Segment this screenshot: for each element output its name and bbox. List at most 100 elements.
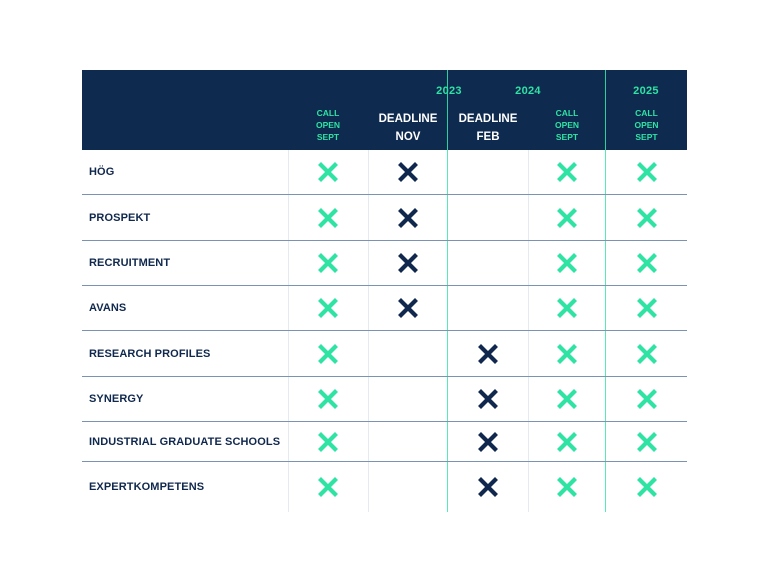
- column-divider: [447, 150, 448, 194]
- column-divider: [447, 241, 448, 285]
- row-label: INDUSTRIAL GRADUATE SCHOOLS: [89, 435, 281, 448]
- x-mark-green-icon: [636, 162, 657, 182]
- row-label: EXPERTKOMPETENS: [89, 481, 205, 493]
- column-divider: [368, 150, 369, 194]
- table-cell: [288, 422, 368, 461]
- column-divider: [447, 286, 448, 330]
- table-cell: [448, 241, 528, 285]
- column-header-line: CALL: [316, 108, 340, 118]
- x-mark-green-icon: [557, 343, 577, 364]
- table-cell: [606, 286, 687, 330]
- table-cell: [368, 422, 448, 461]
- column-divider: [447, 195, 448, 240]
- x-mark-navy-icon: [478, 343, 498, 364]
- x-mark-green-icon: [636, 207, 657, 228]
- column-divider: [605, 286, 606, 330]
- x-mark-green-icon: [557, 253, 577, 273]
- x-mark-navy-icon: [398, 162, 418, 182]
- column-header-line: DEADLINE: [458, 113, 518, 125]
- x-mark-green-icon: [557, 162, 577, 182]
- table-cell: [528, 241, 606, 285]
- column-divider: [368, 195, 369, 240]
- column-header-line: SEPT: [635, 132, 658, 142]
- row-label: RECRUITMENT: [89, 257, 171, 269]
- table-cell: [288, 331, 368, 376]
- x-mark-green-icon: [636, 431, 657, 452]
- column-divider: [288, 377, 289, 421]
- table-cell: [368, 241, 448, 285]
- column-divider: [528, 286, 529, 330]
- table-cell: [368, 462, 448, 512]
- row-label: RESEARCH PROFILES: [89, 347, 211, 360]
- column-divider: [288, 422, 289, 461]
- x-mark-green-icon: [636, 389, 657, 409]
- x-mark-green-icon: [318, 253, 338, 273]
- table-cell: [606, 241, 687, 285]
- x-mark-navy-icon: [478, 431, 498, 452]
- column-divider: [288, 462, 289, 512]
- table-row: HÖG: [82, 150, 687, 195]
- table-cell: [448, 331, 528, 376]
- x-mark-green-icon: [557, 298, 577, 318]
- table-cell: [288, 462, 368, 512]
- table-cell: [528, 377, 606, 421]
- column-divider: [368, 462, 369, 512]
- table-cell: [528, 462, 606, 512]
- x-mark-navy-icon: [398, 207, 418, 228]
- column-divider: [288, 195, 289, 240]
- x-mark-green-icon: [318, 477, 338, 497]
- table-row: RECRUITMENT: [82, 241, 687, 286]
- x-mark-navy-icon: [478, 477, 498, 497]
- column-header-line: CALL: [555, 108, 579, 118]
- table-row: PROSPEKT: [82, 195, 687, 241]
- table-row: SYNERGY: [82, 377, 687, 422]
- table-cell: [606, 150, 687, 194]
- table-header: 2023 2024 2025 CALL OPEN SEPT DEADLINE NOV DE…: [82, 70, 687, 150]
- table-cell: [606, 462, 687, 512]
- x-mark-green-icon: [636, 477, 657, 497]
- table-cell: [288, 241, 368, 285]
- header-divider-2024: [447, 70, 448, 150]
- table-row: EXPERTKOMPETENS: [82, 462, 687, 512]
- column-header-line: FEB: [476, 131, 500, 143]
- table-cell: [368, 150, 448, 194]
- column-header-line: DEADLINE: [378, 113, 438, 125]
- table-cell: [368, 331, 448, 376]
- table-cell: [528, 422, 606, 461]
- table-cell: [448, 422, 528, 461]
- table-cell: [606, 195, 687, 240]
- column-divider: [447, 422, 448, 461]
- column-divider: [605, 241, 606, 285]
- column-divider: [288, 241, 289, 285]
- column-divider: [447, 462, 448, 512]
- column-divider: [528, 331, 529, 376]
- row-label: SYNERGY: [89, 393, 144, 405]
- row-label: AVANS: [89, 302, 127, 314]
- column-divider: [447, 331, 448, 376]
- column-divider: [605, 422, 606, 461]
- column-header-line: SEPT: [316, 132, 340, 142]
- column-divider: [368, 377, 369, 421]
- row-label: HÖG: [89, 166, 115, 178]
- table-cell: [288, 195, 368, 240]
- column-divider: [528, 462, 529, 512]
- table-cell: [448, 195, 528, 240]
- x-mark-green-icon: [557, 477, 577, 497]
- x-mark-green-icon: [318, 162, 338, 182]
- x-mark-green-icon: [557, 207, 577, 228]
- x-mark-green-icon: [318, 207, 338, 228]
- year-2023: 2023: [436, 85, 462, 97]
- table-cell: [288, 286, 368, 330]
- year-2025: 2025: [633, 85, 659, 97]
- column-divider: [605, 150, 606, 194]
- column-header-line: OPEN: [315, 120, 341, 130]
- table-cell: [606, 377, 687, 421]
- table-body: HÖG PROSPEKT RECRUITMENT AVANS RESEARCH PROF…: [82, 150, 687, 512]
- table-cell: [606, 422, 687, 461]
- column-divider: [288, 331, 289, 376]
- x-mark-green-icon: [557, 389, 577, 409]
- table-cell: [528, 331, 606, 376]
- table-cell: [606, 331, 687, 376]
- column-header-line: NOV: [395, 131, 421, 143]
- column-header-2: DEADLINE NOV: [368, 110, 448, 146]
